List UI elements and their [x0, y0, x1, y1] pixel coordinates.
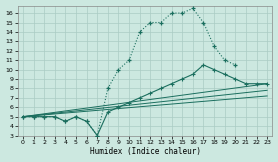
X-axis label: Humidex (Indice chaleur): Humidex (Indice chaleur)	[90, 147, 200, 156]
